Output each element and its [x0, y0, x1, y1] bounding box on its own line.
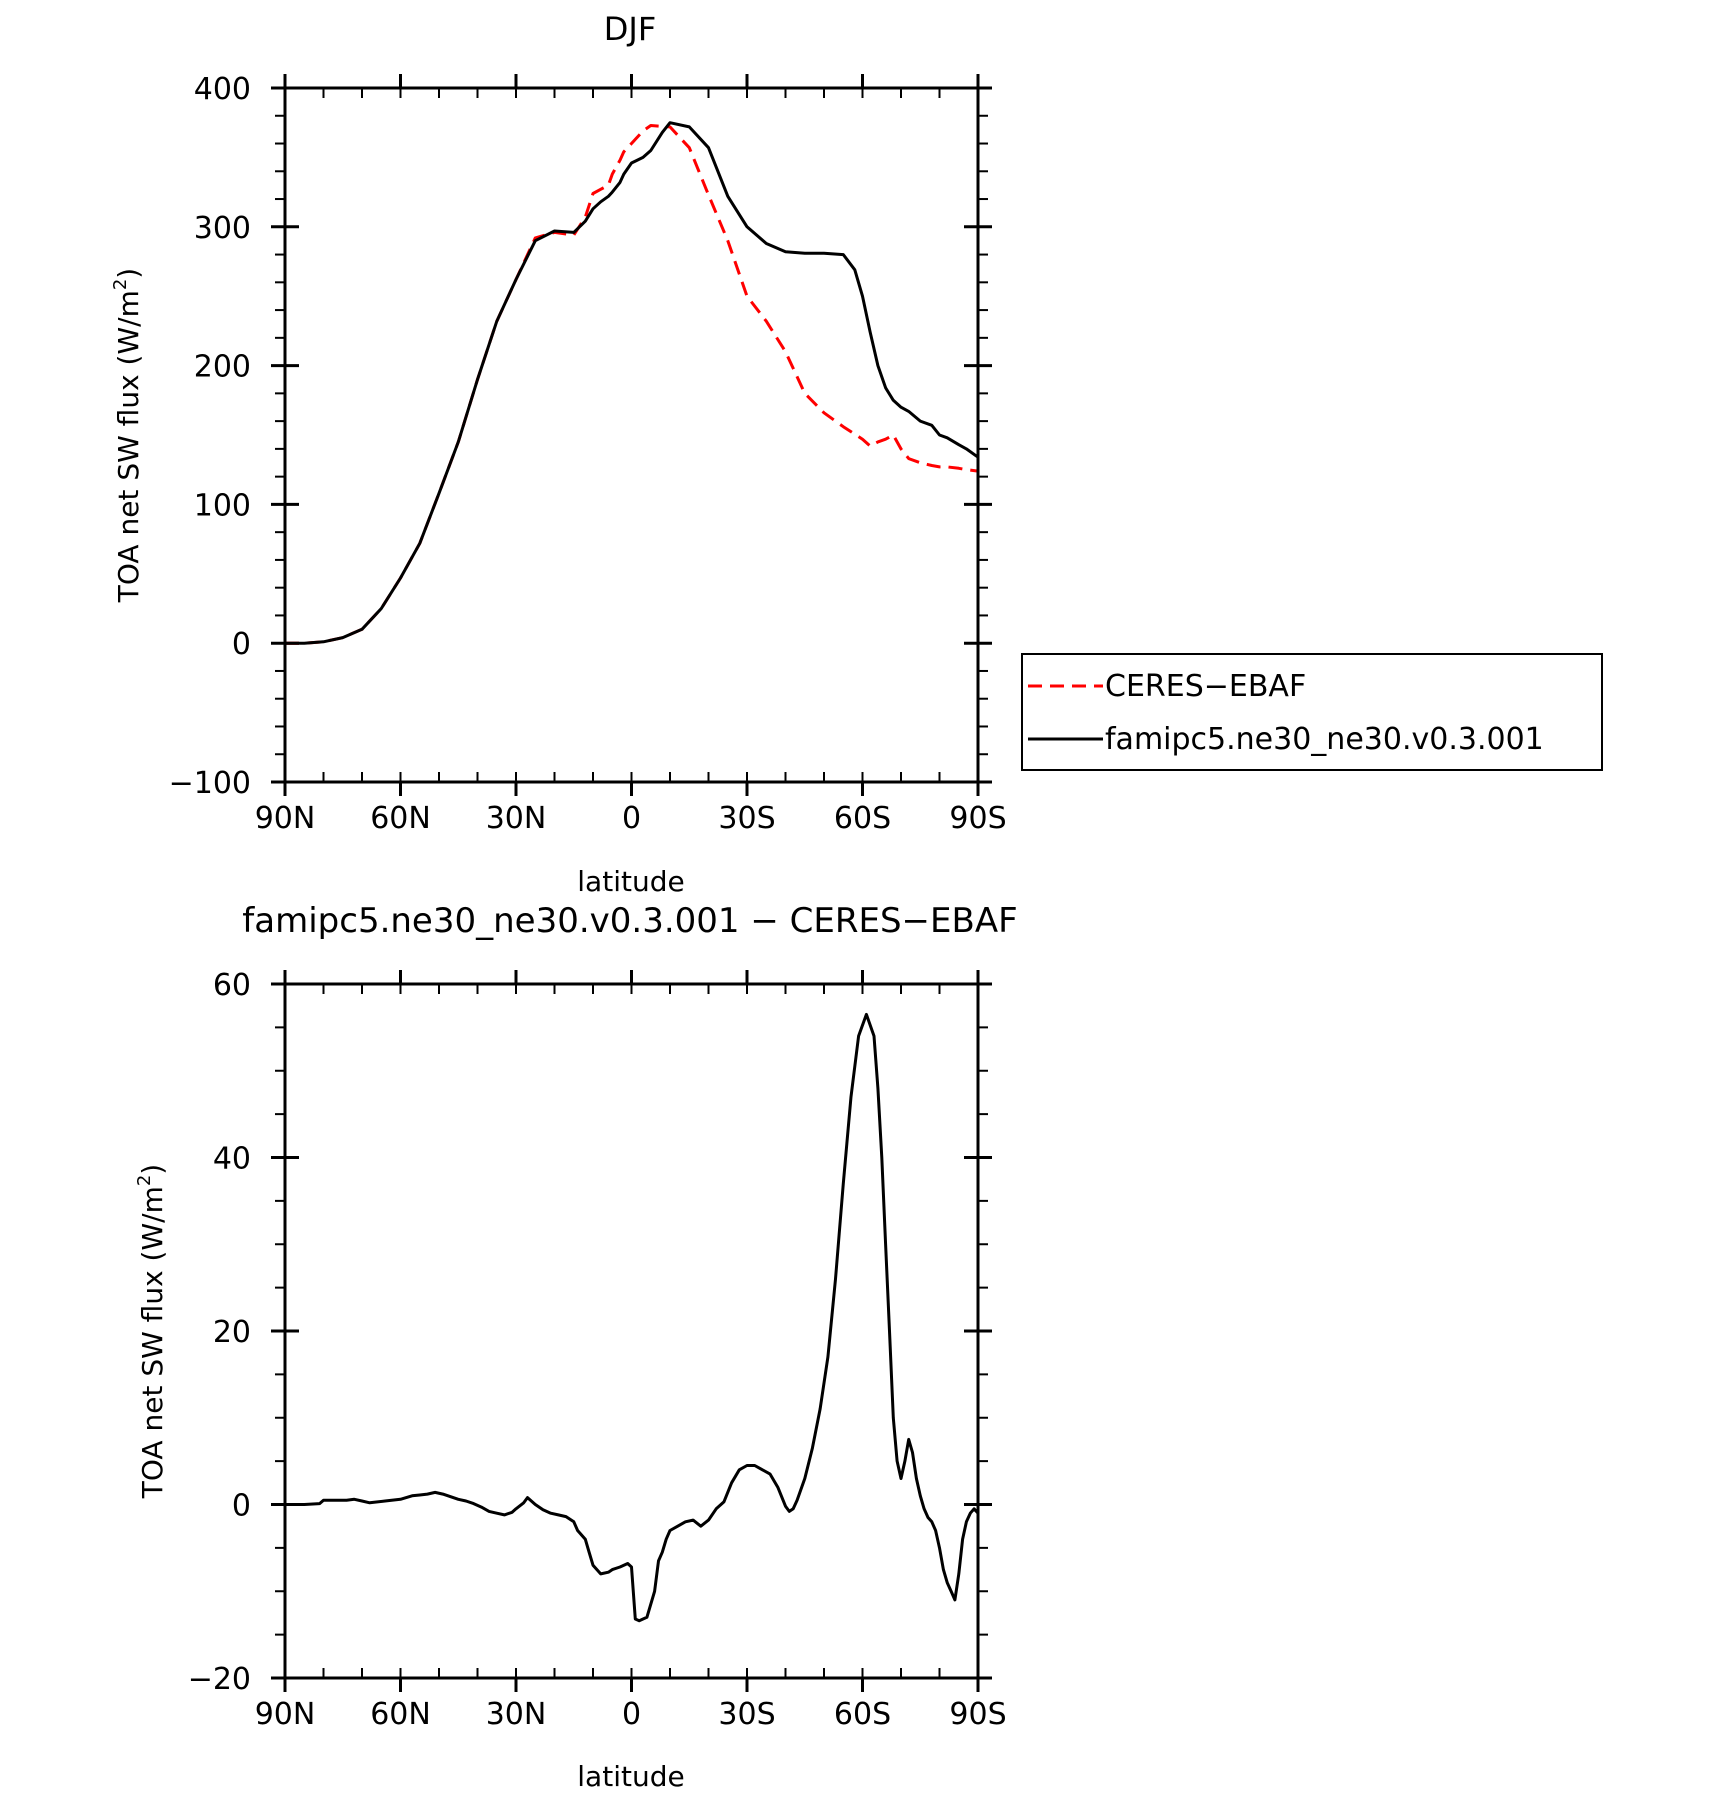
top-y-tick-label: 200 [194, 350, 251, 385]
bottom-plot-frame [283, 982, 980, 1680]
bottom-y-tick-labels: −20 0 20 40 60 [188, 968, 251, 1697]
bottom-x-tick-label: 60S [834, 1697, 891, 1732]
top-axes-ticks [271, 74, 992, 796]
top-x-tick-label: 90S [949, 801, 1006, 836]
top-chart-title: DJF [604, 10, 656, 48]
top-series-line-1 [285, 124, 979, 645]
top-x-tick-label: 90N [255, 801, 316, 836]
top-y-axis-label-sup: 2 [110, 279, 131, 290]
bottom-y-axis-label-sup: 2 [134, 1175, 155, 1186]
bottom-y-tick-label: 0 [232, 1489, 251, 1524]
top-y-tick-labels: −100 0 100 200 300 400 [169, 72, 251, 801]
bottom-x-tick-label: 30S [718, 1697, 775, 1732]
bottom-x-tick-label: 90N [255, 1697, 316, 1732]
top-y-axis-label-end: ) [112, 268, 145, 279]
top-y-axis-label: TOA net SW flux (W/m2) [110, 268, 145, 603]
bottom-y-tick-label: 20 [213, 1315, 251, 1350]
top-y-axis-label-main: TOA net SW flux (W/m [112, 290, 145, 603]
bottom-y-axis-label-main: TOA net SW flux (W/m [136, 1186, 169, 1499]
top-plot-frame [283, 86, 980, 784]
bottom-x-tick-label: 60N [370, 1697, 431, 1732]
bottom-x-tick-label: 30N [486, 1697, 547, 1732]
bottom-y-tick-label: 40 [213, 1142, 251, 1177]
bottom-series-group [285, 1012, 980, 1623]
bottom-series-line-1 [285, 1012, 980, 1623]
bottom-x-tick-label: 90S [949, 1697, 1006, 1732]
bottom-x-tick-label: 0 [622, 1697, 641, 1732]
bottom-y-axis-label: TOA net SW flux (W/m2) [134, 1164, 169, 1499]
top-x-tick-labels: 90N 60N 30N 0 30S 60S 90S [255, 801, 1007, 836]
top-x-tick-label: 60S [834, 801, 891, 836]
top-chart-panel: DJF 90N 60N 30N 0 30S 60S 90S −100 0 100 200 300 40… [110, 10, 1603, 898]
bottom-chart-title: famipc5.ne30_ne30.v0.3.001 − CERES−EBAF [242, 901, 1017, 941]
bottom-y-axis-label-end: ) [136, 1164, 169, 1175]
legend-label-model: famipc5.ne30_ne30.v0.3.001 [1105, 722, 1544, 757]
top-series-group [285, 121, 979, 645]
top-x-tick-label: 30S [718, 801, 775, 836]
top-series-line-2 [285, 121, 979, 645]
bottom-x-axis-label: latitude [577, 1760, 684, 1793]
bottom-y-tick-label: −20 [188, 1662, 251, 1697]
top-y-tick-label: 300 [194, 211, 251, 246]
top-y-tick-label: 100 [194, 488, 251, 523]
top-x-axis-label: latitude [577, 865, 684, 898]
legend-box [1021, 653, 1603, 771]
bottom-chart-panel: famipc5.ne30_ne30.v0.3.001 − CERES−EBAF … [134, 901, 1018, 1793]
top-x-tick-label: 0 [622, 801, 641, 836]
legend: CERES−EBAF famipc5.ne30_ne30.v0.3.001 [1021, 653, 1603, 771]
bottom-x-tick-labels: 90N 60N 30N 0 30S 60S 90S [255, 1697, 1007, 1732]
legend-label-ceres: CERES−EBAF [1105, 669, 1306, 704]
top-y-tick-label: −100 [169, 766, 251, 801]
bottom-y-tick-label: 60 [213, 968, 251, 1003]
top-x-tick-label: 30N [486, 801, 547, 836]
top-x-tick-label: 60N [370, 801, 431, 836]
top-y-tick-label: 0 [232, 627, 251, 662]
top-y-tick-label: 400 [194, 72, 251, 107]
